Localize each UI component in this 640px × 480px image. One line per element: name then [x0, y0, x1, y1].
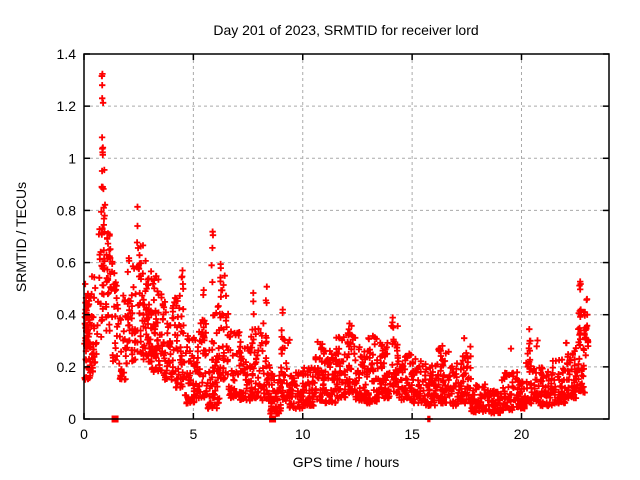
y-tick-label: 0.4: [57, 307, 77, 323]
x-tick-label: 5: [189, 426, 197, 442]
y-tick-label: 0.6: [57, 255, 77, 271]
x-tick-label: 20: [514, 426, 530, 442]
y-tick-label: 0: [68, 411, 76, 427]
x-tick-label: 0: [80, 426, 88, 442]
x-tick-label: 10: [295, 426, 311, 442]
y-tick-label: 0.2: [57, 359, 77, 375]
y-tick-label: 1.4: [57, 46, 77, 62]
y-tick-label: 1: [68, 150, 76, 166]
y-tick-label: 1.2: [57, 98, 77, 114]
y-tick-label: 0.8: [57, 202, 77, 218]
x-tick-label: 15: [404, 426, 420, 442]
chart-title: Day 201 of 2023, SRMTID for receiver lor…: [213, 22, 479, 38]
x-axis-label: GPS time / hours: [292, 454, 400, 470]
scatter-points: [81, 70, 592, 423]
plot-border: [83, 53, 610, 420]
